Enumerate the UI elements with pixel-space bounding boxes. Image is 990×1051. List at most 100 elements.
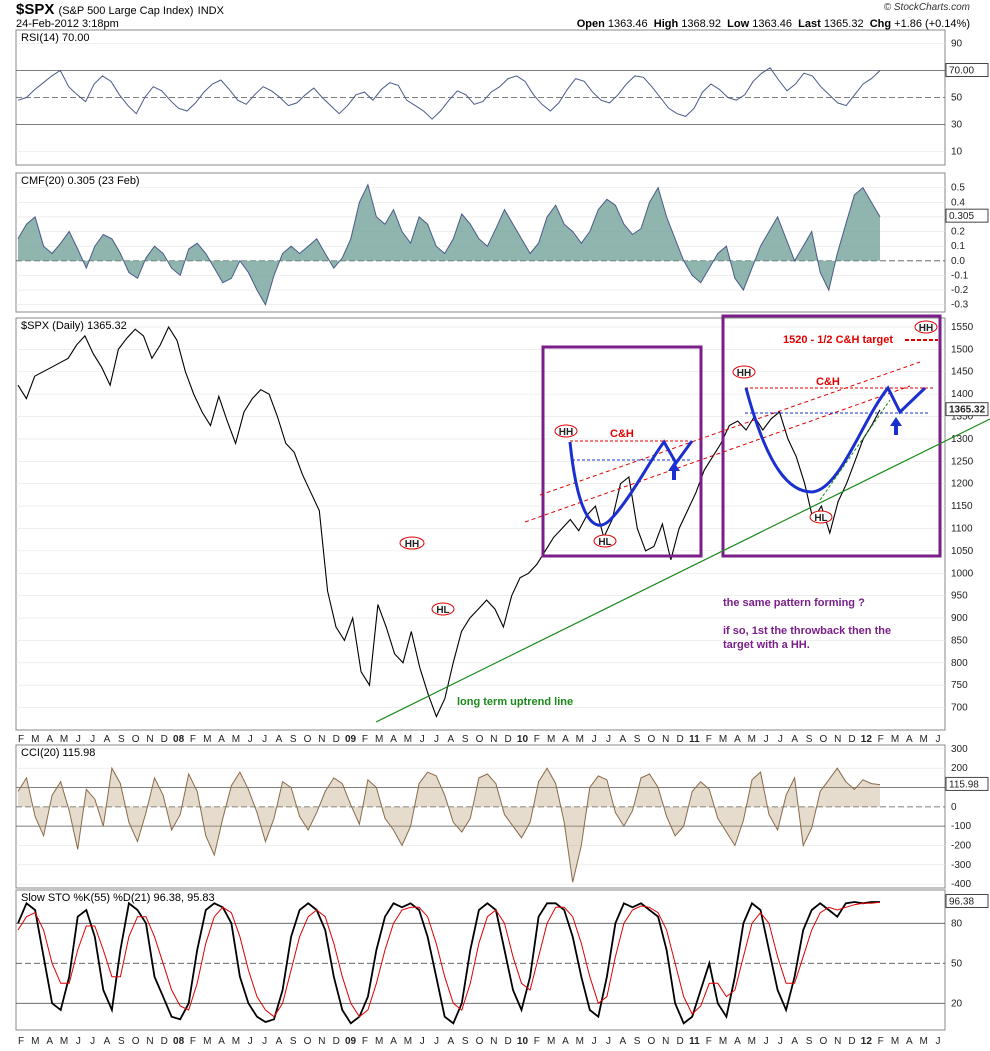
x-tick-label: O — [476, 1036, 484, 1047]
x-tick-label: J — [936, 1036, 941, 1047]
x-tick-label: A — [276, 1036, 283, 1047]
x-tick-label: 09 — [345, 734, 357, 745]
last-value-text: 70.00 — [949, 66, 974, 77]
panels: 1030507090RSI(14) 70.0070.00-0.3-0.2-0.1… — [15, 29, 989, 1047]
x-tick-label: S — [806, 734, 813, 745]
x-tick-label: M — [31, 734, 39, 745]
x-tick-label: N — [318, 734, 325, 745]
comment-throwback-1: if so, 1st the throwback then the — [723, 625, 891, 637]
x-tick-label: J — [606, 734, 611, 745]
y-tick-label: 1300 — [951, 434, 974, 445]
x-tick-label: M — [576, 1036, 584, 1047]
y-tick-label: 1050 — [951, 546, 974, 557]
y-tick-label: 1550 — [951, 322, 974, 333]
x-tick-label: J — [248, 1036, 253, 1047]
x-tick-label: A — [218, 734, 225, 745]
y-tick-label: 1000 — [951, 568, 974, 579]
panel-frame — [15, 317, 946, 731]
last-value-tag — [945, 63, 989, 77]
x-tick-label: N — [834, 734, 841, 745]
y-tick-label: 0.0 — [951, 256, 965, 267]
x-tick-label: F — [534, 1036, 540, 1047]
x-tick-label: J — [262, 1036, 267, 1047]
ch-label-2012: C&H — [816, 376, 840, 388]
x-tick-label: J — [76, 734, 81, 745]
channel-lower — [524, 385, 911, 523]
y-tick-label: 30 — [951, 120, 963, 131]
hl-badge-2009: HL — [431, 602, 455, 616]
y-tick-label: -0.1 — [951, 270, 969, 281]
y-tick-label: 50 — [951, 958, 963, 969]
open-label: Open — [576, 18, 605, 30]
x-tick-label: M — [60, 1036, 68, 1047]
hl-badge-2011: HL — [809, 510, 833, 524]
y-tick-label: -100 — [951, 821, 971, 832]
x-tick-label: M — [404, 734, 412, 745]
panel-price: 700 750 800 850 900 950 1000 1050 1100 1150 1200 12… — [15, 317, 989, 745]
y-tick-label: 1100 — [951, 523, 973, 534]
x-tick-label: M — [232, 1036, 240, 1047]
y-tick-label: -0.2 — [951, 285, 969, 296]
ch-label-2010: C&H — [610, 428, 634, 440]
x-tick-label: J — [90, 734, 95, 745]
x-tick-label: J — [606, 1036, 611, 1047]
y-tick-label: 200 — [951, 763, 968, 774]
x-tick-label: S — [290, 1036, 297, 1047]
x-tick-label: M — [748, 734, 756, 745]
y-tick-label: -200 — [951, 840, 971, 851]
timestamp: 24-Feb-2012 3:18pm — [16, 18, 119, 30]
hl-badge-2010: HL — [593, 534, 617, 548]
x-tick-label: F — [18, 734, 24, 745]
x-tick-label: 09 — [345, 1036, 357, 1047]
comment-question: the same pattern forming ? — [723, 597, 865, 609]
x-tick-label: S — [118, 1036, 125, 1047]
x-tick-label: O — [304, 734, 312, 745]
x-tick-label: M — [547, 1036, 555, 1047]
last-label: Last — [798, 18, 821, 30]
exchange: INDX — [197, 5, 224, 17]
hh-target-badge: HH — [914, 320, 938, 334]
x-tick-label: A — [448, 1036, 455, 1047]
panel-title: RSI(14) 70.00 — [21, 32, 89, 44]
y-tick-label: 0.2 — [951, 227, 965, 238]
y-tick-label: 1500 — [951, 344, 974, 355]
svg-text:HH: HH — [405, 539, 419, 550]
x-tick-label: M — [547, 734, 555, 745]
x-tick-label: J — [764, 1036, 769, 1047]
x-tick-label: 08 — [173, 1036, 185, 1047]
x-tick-label: S — [118, 734, 125, 745]
svg-text:HH: HH — [919, 323, 933, 334]
x-tick-label: 12 — [861, 1036, 873, 1047]
x-tick-label: N — [834, 1036, 841, 1047]
chg-label: Chg — [869, 18, 892, 30]
cup-handle-2010 — [568, 439, 694, 527]
x-tick-label: J — [262, 734, 267, 745]
last-value-tag — [945, 893, 989, 908]
handle-support-2012 — [819, 399, 891, 501]
x-tick-label: A — [734, 1036, 741, 1047]
x-tick-label: 11 — [689, 734, 700, 745]
x-tick-label: M — [203, 734, 211, 745]
low-label: Low — [727, 18, 750, 30]
last-value-text: 0.305 — [949, 211, 974, 222]
x-tick-label: S — [634, 734, 641, 745]
x-tick-label: O — [476, 734, 484, 745]
x-tick-label: O — [648, 734, 656, 745]
x-tick-label: S — [290, 734, 297, 745]
x-tick-label: A — [619, 734, 626, 745]
x-tick-label: 10 — [517, 734, 529, 745]
x-tick-label: M — [920, 734, 928, 745]
x-tick-label: S — [462, 1036, 469, 1047]
y-tick-label: -0.3 — [951, 300, 969, 311]
y-tick-label: 0.4 — [951, 197, 965, 208]
y-tick-label: 0.1 — [951, 241, 965, 252]
last-value-text: 96.38 — [949, 896, 974, 907]
x-tick-label: A — [46, 734, 53, 745]
last-value-tag — [945, 776, 989, 791]
panel-title: $SPX (Daily) 1365.32 — [21, 320, 127, 332]
x-tick-label: F — [706, 734, 712, 745]
y-tick-label: 1250 — [951, 456, 974, 467]
x-tick-label: J — [778, 734, 783, 745]
quote-stats: Open 1363.46 High 1368.92 Low 1363.46 La… — [577, 18, 970, 30]
